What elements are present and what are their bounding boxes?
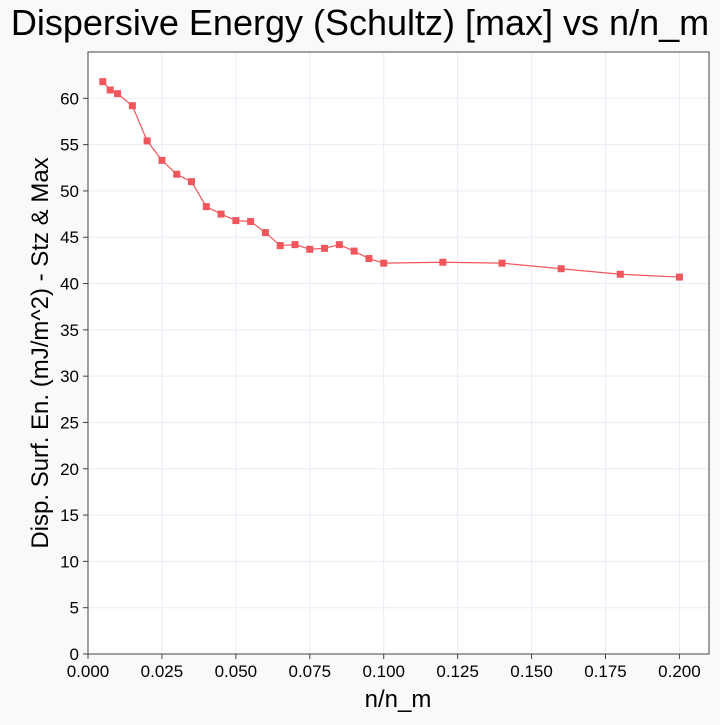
y-axis-title: Disp. Surf. En. (mJ/m^2) - Stz & Max <box>27 157 54 548</box>
grid <box>87 52 709 655</box>
data-point <box>498 259 506 267</box>
y-tick-label: 15 <box>60 506 79 525</box>
data-point <box>143 137 151 145</box>
data-point <box>557 265 565 273</box>
y-tick-label: 40 <box>60 275 79 294</box>
y-tick-label: 45 <box>60 228 79 247</box>
x-tick-label: 0.100 <box>362 662 405 681</box>
series-group <box>99 78 683 281</box>
x-tick-label: 0.175 <box>584 662 627 681</box>
x-tick-label: 0.000 <box>67 662 110 681</box>
y-tick-label: 30 <box>60 367 79 386</box>
x-axis: 0.000 0.025 0.050 0.075 0.100 0.125 0.150 0.175… <box>67 654 701 681</box>
y-tick-label: 20 <box>60 460 79 479</box>
x-tick-label: 0.125 <box>436 662 479 681</box>
data-point <box>380 259 388 267</box>
data-point <box>114 90 122 98</box>
y-tick-label: 5 <box>70 599 79 618</box>
x-tick-label: 0.050 <box>215 662 258 681</box>
y-tick-label: 35 <box>60 321 79 340</box>
data-point <box>247 217 255 225</box>
x-tick-label: 0.025 <box>141 662 184 681</box>
data-point <box>291 241 299 249</box>
data-point <box>335 241 343 249</box>
y-tick-label: 0 <box>70 645 79 664</box>
data-point <box>99 78 107 86</box>
data-point <box>439 258 447 266</box>
data-point <box>261 229 269 237</box>
data-point <box>350 247 358 255</box>
data-point <box>675 273 683 281</box>
data-point <box>321 244 329 252</box>
y-tick-label: 10 <box>60 552 79 571</box>
x-tick-label: 0.075 <box>289 662 332 681</box>
y-tick-label: 55 <box>60 136 79 155</box>
x-axis-title: n/n_m <box>365 686 432 713</box>
data-point <box>173 170 181 178</box>
data-point <box>276 242 284 250</box>
data-point <box>106 86 114 94</box>
data-point <box>188 178 195 186</box>
y-axis: 0 5 10 15 20 25 30 35 40 45 50 55 60 <box>60 89 88 664</box>
data-point <box>217 210 225 218</box>
data-point <box>128 102 136 110</box>
plot-area <box>88 52 709 654</box>
data-point <box>306 245 314 253</box>
plot-frame <box>87 51 710 655</box>
data-point <box>158 156 166 164</box>
chart-title: Dispersive Energy (Schultz) [max] vs n/n… <box>11 2 709 43</box>
y-tick-label: 25 <box>60 413 79 432</box>
y-tick-label: 60 <box>60 89 79 108</box>
data-point <box>365 255 373 263</box>
data-point <box>232 217 240 225</box>
x-tick-label: 0.200 <box>658 662 701 681</box>
y-tick-label: 50 <box>60 182 79 201</box>
x-tick-label: 0.150 <box>510 662 553 681</box>
data-point <box>616 270 624 278</box>
data-point <box>202 203 210 211</box>
